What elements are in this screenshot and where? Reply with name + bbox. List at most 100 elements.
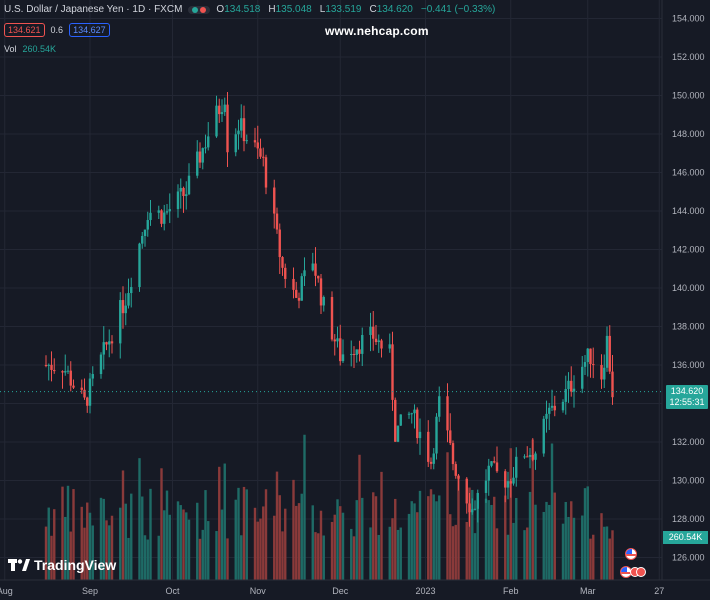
volume-bar <box>179 505 182 580</box>
volume-bar <box>91 525 94 580</box>
ohlc-change: −0.441 (−0.33%) <box>420 4 496 15</box>
symbol-title[interactable]: U.S. Dollar / Japanese Yen · 1D · FXCM <box>4 4 183 15</box>
candle-body <box>149 212 152 221</box>
candle-body <box>220 112 224 115</box>
candle-body <box>69 370 72 386</box>
candle-body <box>223 104 226 113</box>
volume-bar <box>427 496 430 580</box>
volume-bar <box>372 492 375 580</box>
volume-bar <box>72 489 75 580</box>
candle-body <box>341 354 345 362</box>
candle-body <box>259 148 262 157</box>
candle-body <box>451 443 455 465</box>
volume-bar <box>102 498 105 580</box>
candle-body <box>182 187 185 197</box>
ohlc-open: O134.518 <box>216 4 261 15</box>
buy-button[interactable]: 134.627 <box>69 23 110 37</box>
candle-body <box>303 270 306 277</box>
candle-body <box>160 210 163 224</box>
volume-bar <box>564 501 567 580</box>
candle-body <box>333 339 336 342</box>
sell-button[interactable]: 134.621 <box>4 23 45 37</box>
volume-bar <box>256 521 259 580</box>
candle-body <box>377 340 380 343</box>
candle-body <box>262 156 265 158</box>
candle-body <box>394 399 397 442</box>
candle-body <box>317 275 320 279</box>
volume-bar <box>242 486 246 580</box>
volume-bar <box>567 516 570 580</box>
candle-body <box>471 509 474 513</box>
candle-body <box>534 453 537 460</box>
volume-bar <box>339 506 342 580</box>
volume-bar <box>278 495 281 580</box>
candle-body <box>336 338 339 342</box>
volume-bar <box>124 503 127 580</box>
volume-bar <box>603 526 606 580</box>
price-tick-label: 154.000 <box>672 14 705 24</box>
candle-body <box>176 191 180 210</box>
candle-body <box>53 369 56 372</box>
candle-body <box>550 405 554 408</box>
volume-bar <box>534 504 537 580</box>
volume-bar <box>204 490 207 580</box>
candle-body <box>185 194 188 197</box>
candle-body <box>600 364 603 380</box>
volume-bar <box>391 518 394 580</box>
candle-body <box>311 263 314 271</box>
candle-body <box>592 364 595 366</box>
tradingview-logo[interactable]: TradingView <box>8 557 116 573</box>
volume-value: 260.54K <box>22 44 57 54</box>
candle-body <box>583 362 587 367</box>
volume-bar <box>509 448 512 580</box>
volume-bar <box>355 500 358 580</box>
candle-body <box>449 430 452 444</box>
volume-bar <box>198 538 202 580</box>
candle-body <box>432 453 435 464</box>
candle-body <box>91 374 94 379</box>
candle-body <box>204 147 207 149</box>
time-tick-label: 27 <box>654 586 664 596</box>
volume-bar <box>138 458 141 580</box>
volume-bar <box>592 534 595 580</box>
volume-bar <box>336 499 339 580</box>
candle-body <box>168 209 171 212</box>
candle-body <box>429 461 433 464</box>
candle-body <box>198 151 202 163</box>
candle-body <box>506 481 510 488</box>
candle-body <box>300 276 303 301</box>
volume-bar <box>69 531 72 580</box>
volume-bar <box>80 506 83 580</box>
volume-bar <box>99 497 103 580</box>
volume-bar <box>528 491 532 580</box>
candle-body <box>339 338 342 362</box>
volume-bar <box>545 501 548 580</box>
volume-bar <box>570 501 573 580</box>
volume-bar <box>542 511 545 580</box>
event-marker-icon[interactable] <box>636 567 646 577</box>
volume-bar <box>451 526 455 580</box>
us-event-flag-icon[interactable] <box>625 548 637 560</box>
volume-bar <box>322 535 325 580</box>
market-status-pill[interactable] <box>188 5 211 14</box>
volume-bar <box>168 514 171 580</box>
candle-body <box>88 378 92 406</box>
legend-bar: U.S. Dollar / Japanese Yen · 1D · FXCM O… <box>4 4 495 15</box>
volume-bar <box>176 501 180 580</box>
price-tick-label: 130.000 <box>672 476 705 486</box>
candle-body <box>457 475 460 479</box>
volume-bar <box>130 493 133 580</box>
candle-body <box>314 263 317 276</box>
volume-bar <box>515 498 518 580</box>
volume-bar <box>608 538 611 580</box>
volume-bar <box>600 513 603 580</box>
candle-body <box>297 297 301 301</box>
volume-legend[interactable]: Vol 260.54K <box>4 44 56 54</box>
volume-bar <box>352 536 356 580</box>
volume-bar <box>333 514 336 580</box>
volume-bar <box>504 495 507 580</box>
volume-bar <box>410 501 413 580</box>
volume-bar <box>369 527 372 580</box>
